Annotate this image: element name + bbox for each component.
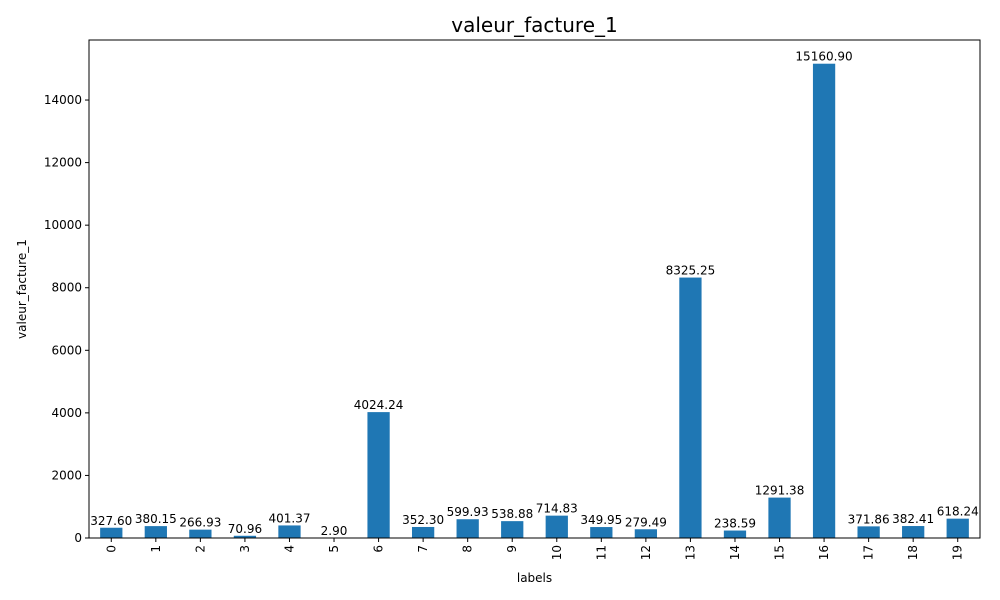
x-tick-label: 15 [773,545,787,560]
bar [768,497,791,538]
bar [723,530,747,538]
data-label: 4024.24 [354,398,404,412]
data-label: 8325.25 [666,264,716,278]
data-label: 266.93 [179,516,221,530]
data-label: 279.49 [625,515,667,529]
bar [590,527,613,538]
bar [411,526,435,538]
x-tick-label: 2 [193,545,207,553]
x-tick-label: 11 [594,545,608,560]
data-label: 349.95 [580,513,622,527]
bar [189,529,212,538]
plot-area: 327.60 380.15 266.93 70.96 401.37 2.90 4024.24… [44,39,981,560]
bar [679,277,702,538]
y-tick-label: 2000 [51,468,82,482]
y-axis-label: valeur_facture_1 [15,239,29,339]
data-label: 2.90 [321,524,348,538]
x-tick-label: 13 [683,545,697,560]
x-tick-label: 6 [372,545,386,553]
bar [456,519,479,538]
x-tick-label: 14 [728,545,742,560]
data-label: 15160.90 [795,50,852,64]
bar [144,526,167,538]
bar [100,527,123,538]
data-label: 352.30 [402,513,444,527]
x-tick-label: 5 [327,545,341,553]
x-tick-label: 0 [104,545,118,553]
x-tick-label: 9 [505,545,519,553]
y-tick-label: 6000 [51,343,82,357]
bar [367,412,390,538]
data-label: 1291.38 [755,484,805,498]
bar [501,521,524,538]
data-label: 538.88 [491,507,533,521]
bar [946,518,969,538]
data-label: 70.96 [228,522,262,536]
data-label: 599.93 [447,505,489,519]
x-tick-label: 16 [817,545,831,560]
data-label: 401.37 [268,511,310,525]
data-label: 382.41 [892,512,934,526]
y-tick-label: 8000 [51,281,82,295]
x-tick-label: 19 [951,545,965,560]
y-tick-label: 0 [74,531,82,545]
x-axis-label: labels [517,571,552,585]
bar [634,529,658,538]
x-tick-label: 10 [550,545,564,560]
bar [278,525,301,538]
x-tick-label: 17 [862,545,876,560]
y-tick-label: 10000 [44,218,82,232]
data-label: 238.59 [714,517,756,531]
x-tick-label: 12 [639,545,653,560]
x-tick-label: 3 [238,545,252,553]
bar [545,515,568,538]
chart-title: valeur_facture_1 [451,13,617,37]
data-label: 618.24 [937,505,979,519]
bar [233,535,257,538]
x-tick-label: 4 [282,545,296,553]
data-label: 327.60 [90,514,132,528]
y-tick-label: 12000 [44,156,82,170]
axes-frame [88,39,981,539]
data-label: 371.86 [848,512,890,526]
bar [902,526,925,538]
y-tick-label: 14000 [44,93,82,107]
x-tick-label: 18 [906,545,920,560]
x-tick-label: 1 [149,545,163,553]
bar [812,63,836,539]
data-label: 380.15 [135,512,177,526]
x-tick-label: 7 [416,545,430,553]
data-label: 714.83 [536,502,578,516]
x-tick-label: 8 [461,545,475,553]
y-tick-label: 4000 [51,406,82,420]
bar [857,526,880,538]
